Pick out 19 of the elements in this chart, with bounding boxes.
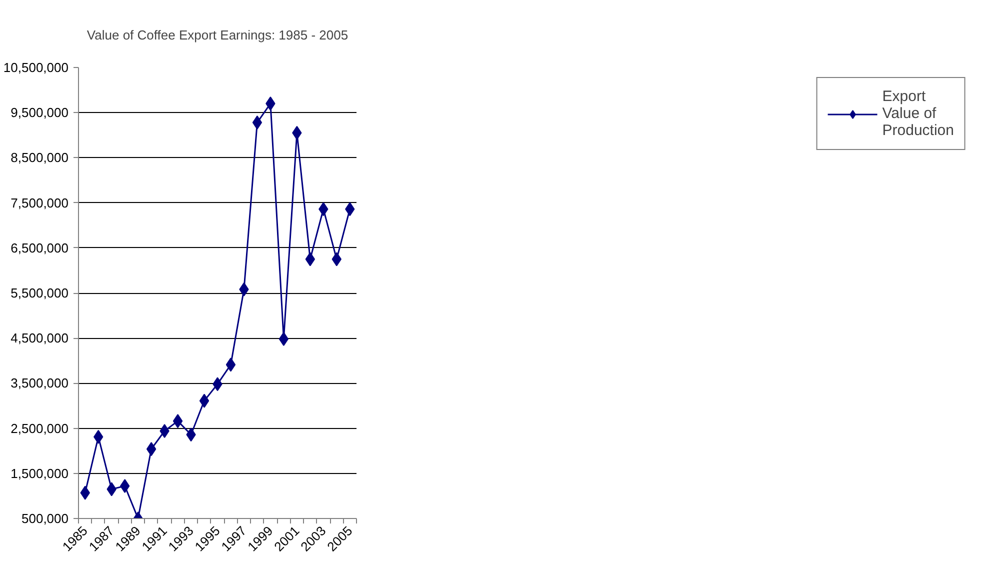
y-tick-label: 2,500,000: [10, 420, 69, 436]
y-tick-label: 7,500,000: [10, 195, 69, 210]
point: [172, 414, 183, 428]
point: [199, 394, 210, 408]
y-tick-label: 9,500,000: [10, 105, 69, 120]
legend-label: Export Value of Production: [882, 88, 954, 139]
y-tick-label: 10,500,000: [3, 60, 69, 75]
y-tick-label: 5,500,000: [10, 286, 69, 300]
point: [278, 332, 289, 346]
y-tick-label: 1,500,000: [10, 466, 69, 481]
point: [252, 116, 262, 130]
point: [146, 442, 156, 456]
y-tick-label: 3,500,000: [10, 376, 69, 391]
y-tick-label: 6,500,000: [10, 240, 69, 256]
y-tick-label: 4,500,000: [10, 330, 69, 346]
y-tick-label: 8,500,000: [10, 150, 69, 166]
y-tick-label: 500,000: [22, 511, 69, 526]
chart-title: Value of Coffee Export Earnings: 1985 - 2005: [86, 28, 348, 42]
point: [226, 358, 236, 372]
